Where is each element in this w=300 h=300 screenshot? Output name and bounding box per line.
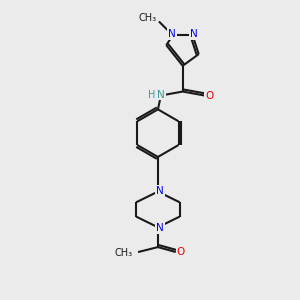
Text: O: O	[177, 247, 185, 257]
Text: CH₃: CH₃	[139, 14, 157, 23]
Text: N: N	[190, 29, 197, 39]
Text: N: N	[157, 89, 165, 100]
Text: CH₃: CH₃	[114, 248, 132, 258]
Text: N: N	[156, 186, 164, 196]
Text: H: H	[148, 89, 155, 100]
Text: O: O	[205, 91, 214, 100]
Text: N: N	[156, 223, 164, 233]
Text: N: N	[168, 29, 176, 39]
